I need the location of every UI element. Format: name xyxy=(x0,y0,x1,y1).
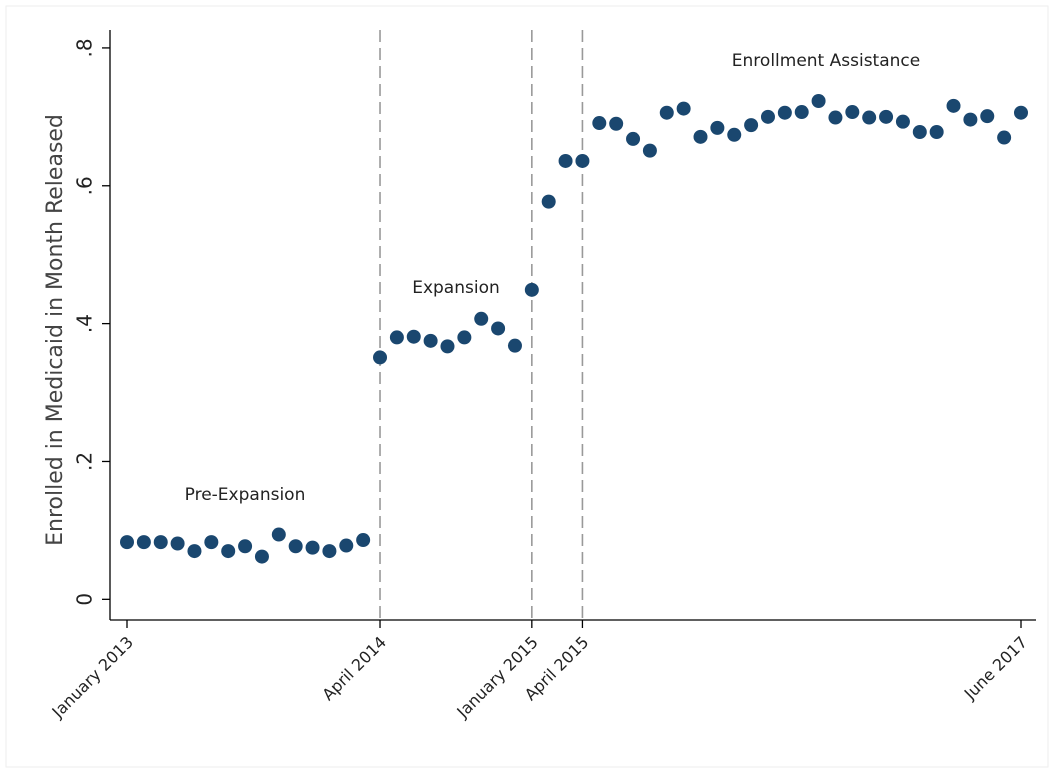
point xyxy=(423,333,438,348)
point xyxy=(609,116,624,131)
point xyxy=(541,194,556,209)
y-axis-label: Enrolled in Medicaid in Month Released xyxy=(43,114,68,546)
point xyxy=(271,527,286,542)
point xyxy=(254,549,269,564)
point xyxy=(727,127,742,142)
point xyxy=(811,93,826,108)
point xyxy=(322,544,337,559)
point xyxy=(980,109,995,124)
point xyxy=(845,105,860,120)
point xyxy=(575,153,590,168)
point xyxy=(1014,105,1028,120)
point xyxy=(912,125,927,140)
annotation: Pre-Expansion xyxy=(185,485,306,505)
point xyxy=(474,311,489,326)
point xyxy=(794,105,809,120)
annotation: Enrollment Assistance xyxy=(732,51,920,71)
point xyxy=(238,539,253,554)
y-tick-label: .4 xyxy=(73,314,97,333)
point xyxy=(440,339,455,354)
point xyxy=(373,350,388,365)
point xyxy=(204,535,219,550)
point xyxy=(879,109,894,124)
point xyxy=(997,130,1012,145)
point xyxy=(946,98,961,113)
point xyxy=(221,544,236,559)
point xyxy=(524,282,539,297)
point xyxy=(170,536,185,551)
point xyxy=(406,329,421,344)
point xyxy=(339,538,354,553)
point xyxy=(626,131,641,146)
point xyxy=(828,110,843,125)
point xyxy=(136,535,151,550)
point xyxy=(895,114,910,129)
point xyxy=(760,109,775,124)
point xyxy=(963,112,978,127)
y-tick-label: .8 xyxy=(73,38,97,57)
y-tick-label: 0 xyxy=(73,593,97,606)
point xyxy=(491,321,506,336)
point xyxy=(389,330,404,345)
chart-frame xyxy=(5,5,1049,768)
annotation: Expansion xyxy=(412,278,500,298)
point xyxy=(929,125,944,140)
point xyxy=(693,129,708,144)
point xyxy=(120,535,134,550)
point xyxy=(777,105,792,120)
point xyxy=(187,544,202,559)
point xyxy=(676,101,691,116)
y-tick-label: .6 xyxy=(73,176,97,195)
point xyxy=(558,153,573,168)
point xyxy=(642,143,657,158)
point xyxy=(356,533,371,548)
point xyxy=(659,105,674,120)
point xyxy=(710,120,725,135)
point xyxy=(288,539,303,554)
point xyxy=(507,338,522,353)
point xyxy=(862,110,877,125)
point xyxy=(592,116,607,131)
point xyxy=(744,118,759,133)
point xyxy=(305,540,320,555)
y-tick-label: .2 xyxy=(73,452,97,471)
point xyxy=(153,535,168,550)
point xyxy=(457,330,472,345)
